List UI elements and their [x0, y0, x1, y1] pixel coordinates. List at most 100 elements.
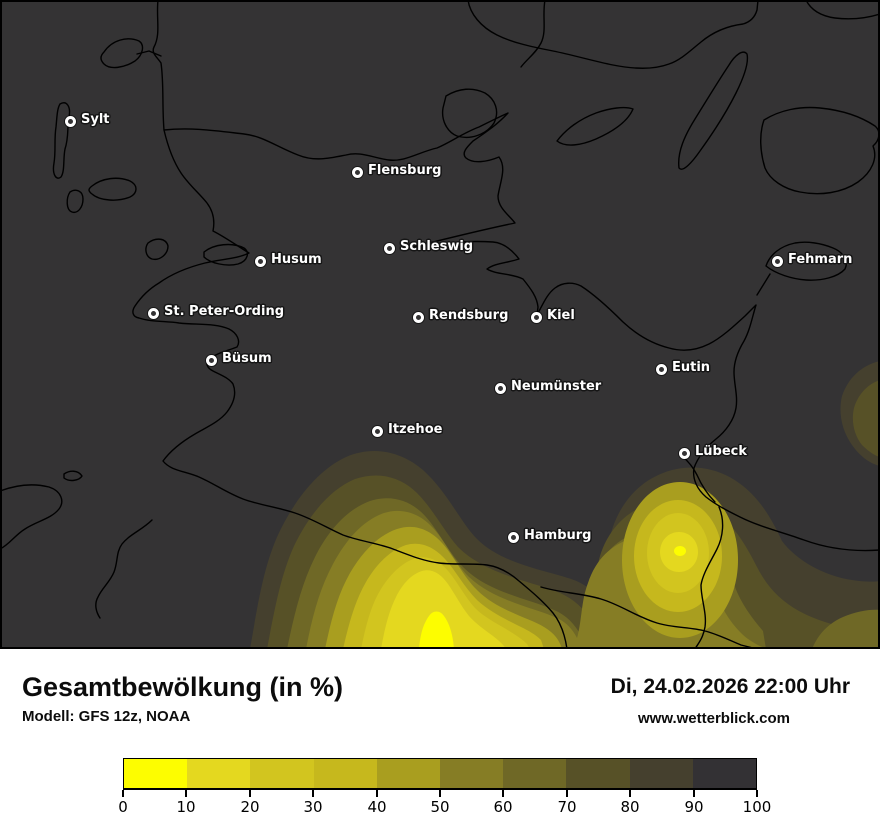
- colorbar-tick: [566, 790, 568, 797]
- city-label-schleswig: Schleswig: [400, 239, 474, 254]
- colorbar-tick-label: 50: [430, 798, 450, 816]
- cloud-cover-map: Sylt Flensburg Schleswig Husum Fehmarn St. Pe…: [0, 0, 880, 649]
- city-label-fehmarn: Fehmarn: [788, 252, 853, 267]
- city-marker-st-peter-ording: [147, 307, 159, 319]
- coast-jutland-border-baltic: [152, 0, 880, 552]
- colorbar-tick-label: 0: [118, 798, 128, 816]
- border-southeast-of-luebeck: [694, 506, 724, 649]
- colorbar-tick-label: 20: [240, 798, 260, 816]
- city-marker-flensburg: [351, 166, 363, 178]
- colorbar: [123, 758, 757, 790]
- city-marker-itzehoe: [371, 425, 383, 437]
- coast-fehmarn-sound: [756, 273, 771, 296]
- contour-band-10-west: [381, 570, 506, 649]
- city-label-kiel: Kiel: [547, 308, 575, 323]
- coast-fohr-island: [88, 177, 137, 201]
- colorbar-segment-30-40: [313, 759, 377, 788]
- city-marker-rendsburg: [412, 311, 424, 323]
- contour-band-60-corner: [812, 609, 880, 649]
- city-marker-schleswig: [383, 242, 395, 254]
- city-label-sylt: Sylt: [81, 112, 110, 127]
- coast-denmark-notch: [136, 50, 162, 57]
- coast-nordstrand: [203, 243, 249, 266]
- colorbar-segment-40-50: [376, 759, 441, 788]
- colorbar-tick: [312, 790, 314, 797]
- coastlines: [0, 0, 880, 649]
- city-label-flensburg: Flensburg: [368, 163, 442, 178]
- city-marker-b-sum: [205, 354, 217, 366]
- coast-elbe-south-bank: [0, 484, 63, 550]
- coast-jutland-east: [520, 0, 546, 68]
- page-title: Gesamtbewölkung (in %): [22, 672, 344, 702]
- city-marker-kiel: [530, 311, 542, 323]
- colorbar-tick: [249, 790, 251, 797]
- colorbar-tick: [502, 790, 504, 797]
- coast-cuxhaven: [95, 519, 153, 619]
- city-label-hamburg: Hamburg: [524, 528, 592, 543]
- colorbar-segment-0-10: [124, 759, 188, 788]
- coast-lolland-island: [760, 106, 880, 195]
- colorbar-segment-10-20: [187, 759, 251, 788]
- colorbar-tick-label: 100: [742, 798, 772, 816]
- river-elbe-lower: [540, 586, 758, 649]
- coast-small-island-west: [63, 470, 83, 482]
- coast-zealand: [805, 0, 880, 20]
- coast-pellworm-island: [145, 238, 169, 261]
- city-marker-fehmarn: [771, 255, 783, 267]
- map-canvas: [0, 0, 880, 649]
- city-marker-sylt: [64, 115, 76, 127]
- coast-west-mainland-elbe: [132, 129, 568, 649]
- coast-als-island: [441, 88, 498, 139]
- coast-funen: [467, 0, 759, 69]
- city-label-st-peter-ording: St. Peter-Ording: [164, 304, 285, 319]
- colorbar-segment-70-80: [566, 759, 630, 788]
- city-label-neum-nster: Neumünster: [511, 379, 602, 394]
- city-label-husum: Husum: [271, 252, 322, 267]
- city-label-eutin: Eutin: [672, 360, 711, 375]
- city-label-rendsburg: Rendsburg: [429, 308, 509, 323]
- map-frame: [0, 0, 880, 649]
- forecast-datetime: Di, 24.02.2026 22:00 Uhr: [610, 675, 850, 698]
- website-label: www.wetterblick.com: [638, 710, 790, 727]
- cloud-contour-bands: [250, 361, 880, 649]
- colorbar-tick-label: 10: [176, 798, 196, 816]
- colorbar-segment-80-90: [629, 759, 693, 788]
- colorbar-tick-label: 30: [303, 798, 323, 816]
- colorbar-legend: 0 10 20 30 40 50 60 70 80 90 100: [118, 758, 771, 816]
- contour-band-0-east: [674, 546, 686, 556]
- contour-band-0-west: [419, 611, 454, 649]
- coast-fehmarn-island: [765, 241, 847, 281]
- colorbar-tick-label: 70: [557, 798, 577, 816]
- colorbar-tick: [693, 790, 695, 797]
- river-trave: [681, 455, 716, 503]
- colorbar-tick-label: 60: [493, 798, 513, 816]
- coast-aeroe-island: [556, 106, 634, 146]
- coast-langeland-island: [678, 51, 749, 170]
- city-label-b-sum: Büsum: [222, 351, 272, 366]
- colorbar-tick-label: 90: [684, 798, 704, 816]
- colorbar-segment-60-70: [503, 759, 567, 788]
- colorbar-segment-50-60: [440, 759, 504, 788]
- colorbar-tick: [439, 790, 441, 797]
- city-marker-husum: [254, 255, 266, 267]
- city-marker-neum-nster: [494, 382, 506, 394]
- coast-amrum-island: [66, 189, 84, 214]
- colorbar-tick: [185, 790, 187, 797]
- contour-band-70-right: [852, 380, 880, 457]
- coast-romo-island: [100, 38, 144, 69]
- colorbar-tick-label: 80: [620, 798, 640, 816]
- colorbar-segment-90-100: [692, 759, 757, 788]
- colorbar-tick: [376, 790, 378, 797]
- colorbar-tick: [122, 790, 124, 797]
- city-label-l-beck: Lübeck: [695, 444, 748, 459]
- colorbar-segment-20-30: [250, 759, 314, 788]
- city-marker-hamburg: [507, 531, 519, 543]
- city-marker-eutin: [655, 363, 667, 375]
- colorbar-tick: [629, 790, 631, 797]
- model-label: Modell: GFS 12z, NOAA: [22, 708, 191, 725]
- colorbar-tick-label: 40: [367, 798, 387, 816]
- city-label-itzehoe: Itzehoe: [388, 422, 443, 437]
- city-marker-l-beck: [678, 447, 690, 459]
- colorbar-tick: [756, 790, 758, 797]
